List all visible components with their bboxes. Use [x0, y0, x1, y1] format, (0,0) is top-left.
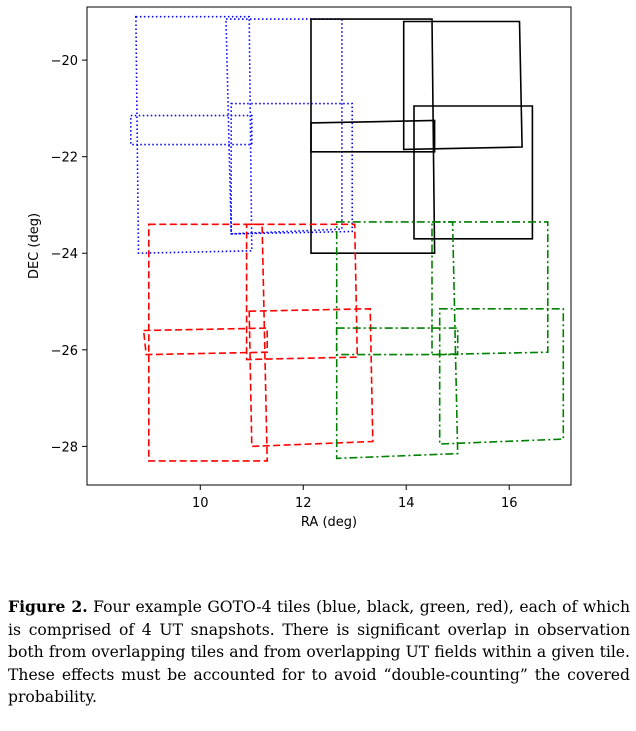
red-tile-3 — [142, 327, 269, 356]
green-tile-2 — [431, 221, 549, 356]
x-tick-label: 12 — [295, 496, 312, 511]
y-tick-label: −24 — [51, 247, 78, 262]
chart: 10 12 14 16 −20 −22 −24 −26 −28 RA (deg) DEC (de… — [27, 6, 572, 530]
tiles-layer — [130, 15, 565, 462]
y-axis-label: DEC (deg) — [27, 213, 42, 279]
blue-tile-4 — [230, 102, 354, 235]
x-tick-label: 10 — [192, 496, 209, 511]
x-axis-label: RA (deg) — [301, 515, 357, 530]
y-tick-label: −26 — [51, 344, 78, 359]
y-tick-label: −22 — [51, 151, 78, 166]
black-tile-3 — [310, 119, 436, 153]
blue-tile-1 — [135, 15, 253, 255]
blue-tile-2 — [225, 18, 343, 235]
x-tick-label: 14 — [398, 496, 415, 511]
black-tile-2 — [402, 20, 523, 151]
red-tile-1 — [148, 223, 269, 462]
plot-frame — [86, 6, 572, 486]
caption-label: Figure 2. — [8, 597, 88, 616]
green-tile-3 — [335, 327, 459, 356]
x-tick-label: 16 — [501, 496, 518, 511]
red-tile-4 — [248, 307, 374, 448]
green-tile-4 — [438, 307, 565, 445]
black-tile-1 — [310, 18, 436, 254]
caption-text: Four example GOTO-4 tiles (blue, black, … — [8, 598, 630, 706]
y-tick-label: −20 — [51, 54, 78, 69]
y-tick-label: −28 — [51, 440, 78, 455]
blue-tile-3 — [130, 114, 253, 146]
green-tile-1 — [335, 221, 459, 460]
ticks-layer: 10 12 14 16 −20 −22 −24 −26 −28 — [51, 54, 518, 511]
figure-caption: Figure 2. Four example GOTO-4 tiles (blu… — [8, 596, 630, 709]
black-tile-4 — [413, 105, 534, 240]
